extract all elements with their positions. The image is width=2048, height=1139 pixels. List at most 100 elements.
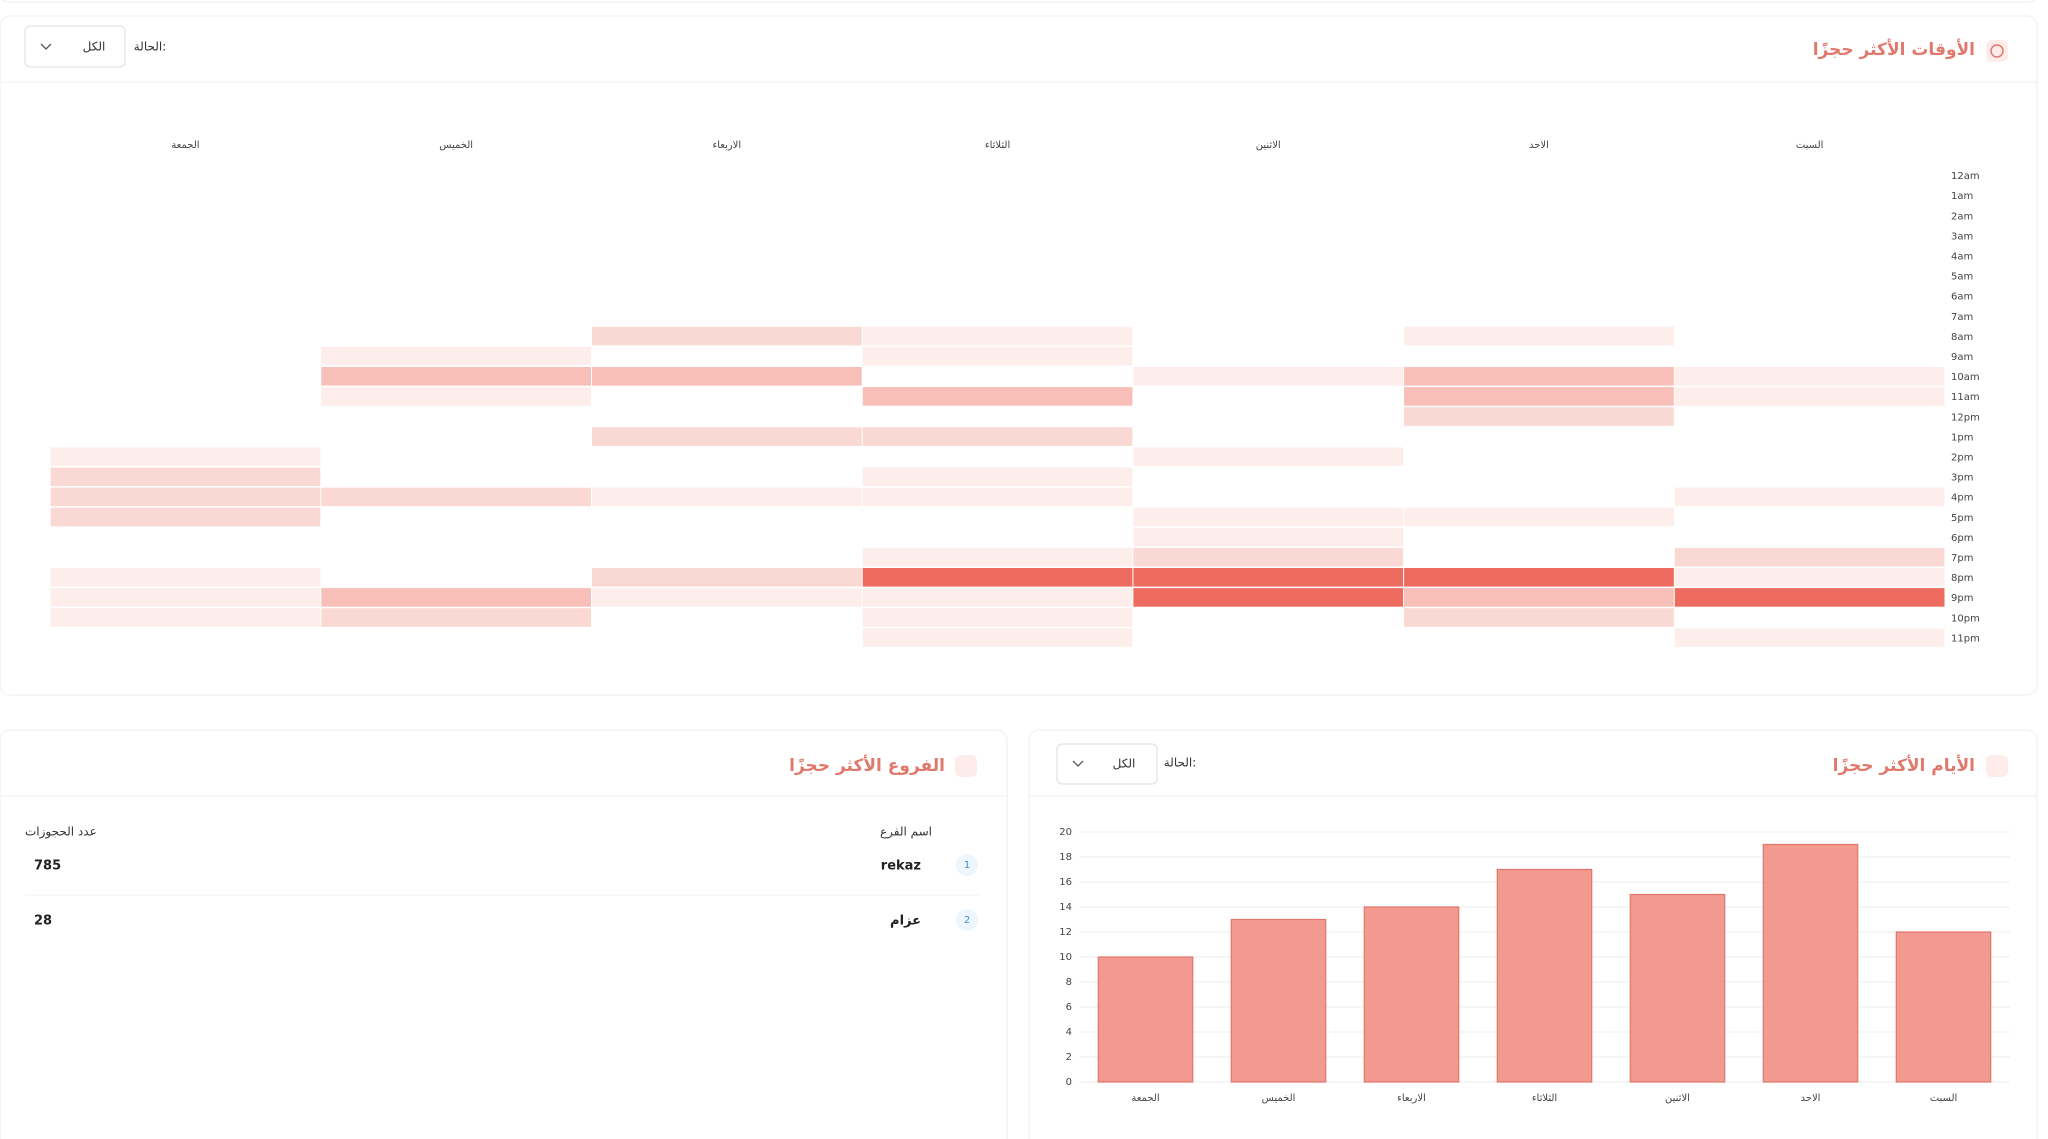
heat-cell [50, 608, 321, 627]
heat-cell [862, 588, 1133, 607]
hour-label: 10pm [1951, 613, 1980, 624]
hour-label: 12am [1951, 171, 1980, 182]
heat-cell [321, 628, 591, 647]
heat-cell [321, 568, 591, 587]
heat-cell [1675, 447, 1945, 466]
heat-cell [1675, 427, 1945, 446]
heat-cell [1404, 326, 1674, 346]
heat-cell [50, 487, 321, 507]
heat-cell [51, 267, 321, 286]
heat-cell [1675, 226, 1945, 245]
panel-title: الأيام الأكثر حجزًا [1833, 755, 1975, 776]
hour-label: 5am [1951, 272, 1973, 283]
heat-cell [592, 447, 862, 466]
heat-cell [321, 387, 591, 406]
status-filter[interactable] [1056, 743, 1158, 785]
hour-label: 8pm [1951, 573, 1973, 584]
heat-cell [1404, 507, 1674, 527]
branch-name: rekaz [881, 859, 921, 874]
y-tick-label: 8 [1066, 977, 1072, 988]
heat-cell [1133, 267, 1403, 286]
y-tick-label: 0 [1066, 1077, 1072, 1088]
heat-cell [321, 548, 591, 567]
y-tick-label: 6 [1066, 1002, 1072, 1013]
rank: 1 [964, 860, 970, 871]
heat-cell [1133, 447, 1404, 466]
heat-cell [862, 427, 1133, 446]
heat-cell [863, 226, 1133, 245]
y-tick-label: 18 [1059, 852, 1072, 863]
heat-cell [862, 326, 1133, 346]
heat-cell [1674, 547, 1945, 567]
heat-cell [1133, 588, 1404, 607]
heat-cell [592, 487, 862, 507]
heat-cell [321, 226, 591, 245]
heat-cell [50, 467, 321, 487]
heat-cell [592, 588, 862, 607]
heat-cell [51, 367, 321, 386]
day-label: الاربعاء [713, 140, 742, 151]
heatmap-card [0, 15, 2038, 696]
heat-cell [1133, 387, 1403, 406]
y-tick-label: 10 [1059, 952, 1072, 963]
status-filter[interactable] [24, 25, 126, 68]
heat-cell [1404, 206, 1674, 225]
heat-cell [1404, 588, 1674, 607]
heat-cell [1133, 166, 1403, 185]
hour-label: 7pm [1951, 553, 1973, 564]
heat-cell [1404, 287, 1674, 306]
heat-cell [863, 407, 1133, 426]
heat-cell [863, 307, 1133, 326]
heat-cell [592, 528, 862, 547]
heat-cell [1674, 628, 1945, 647]
y-tick-label: 14 [1059, 902, 1072, 913]
heat-cell [863, 246, 1133, 265]
heat-cell [51, 287, 321, 306]
heat-cell [1133, 507, 1404, 527]
hour-label: 5pm [1951, 513, 1973, 524]
heat-cell [51, 387, 321, 406]
bar [1629, 893, 1726, 1083]
heat-cell [1404, 528, 1674, 547]
heat-cell [592, 246, 862, 265]
heat-cell [1133, 226, 1403, 245]
day-label: الخميس [439, 140, 473, 151]
booking-count: 28 [34, 914, 52, 929]
rank-badge [956, 909, 978, 931]
day-label: السبت [1796, 140, 1824, 151]
previous-card [1, 0, 2036, 3]
hour-label: 1pm [1951, 432, 1973, 443]
heat-cell [50, 588, 321, 607]
hour-label: 10am [1951, 372, 1980, 383]
hour-label: 6pm [1951, 533, 1973, 544]
heat-cell [863, 186, 1133, 205]
bar [1230, 918, 1327, 1083]
heat-cell [1404, 246, 1674, 265]
heat-cell [592, 387, 862, 406]
heat-cell [51, 226, 321, 245]
rank-badge [956, 854, 978, 876]
heat-cell [1675, 246, 1945, 265]
heat-cell [51, 166, 321, 185]
x-tick-label: الاحد [1801, 1093, 1821, 1104]
heat-cell [51, 246, 321, 265]
heat-cell [592, 166, 862, 185]
heat-cell [1404, 186, 1674, 205]
heat-cell [321, 588, 591, 607]
heat-cell [1675, 528, 1945, 547]
hour-label: 1am [1951, 191, 1973, 202]
hour-label: 12pm [1951, 412, 1980, 423]
hour-label: 4pm [1951, 493, 1973, 504]
trophy-icon [955, 755, 977, 777]
heat-cell [1133, 427, 1403, 446]
filter-label: الحالة: [134, 40, 167, 54]
hour-label: 6am [1951, 292, 1973, 303]
heat-cell [51, 186, 321, 205]
heat-cell [1133, 468, 1403, 487]
heat-cell [1404, 367, 1674, 386]
heat-cell [1404, 488, 1674, 507]
heat-cell [1404, 427, 1674, 446]
heat-cell [862, 608, 1133, 627]
hour-label: 7am [1951, 312, 1973, 323]
heat-cell [592, 628, 862, 647]
